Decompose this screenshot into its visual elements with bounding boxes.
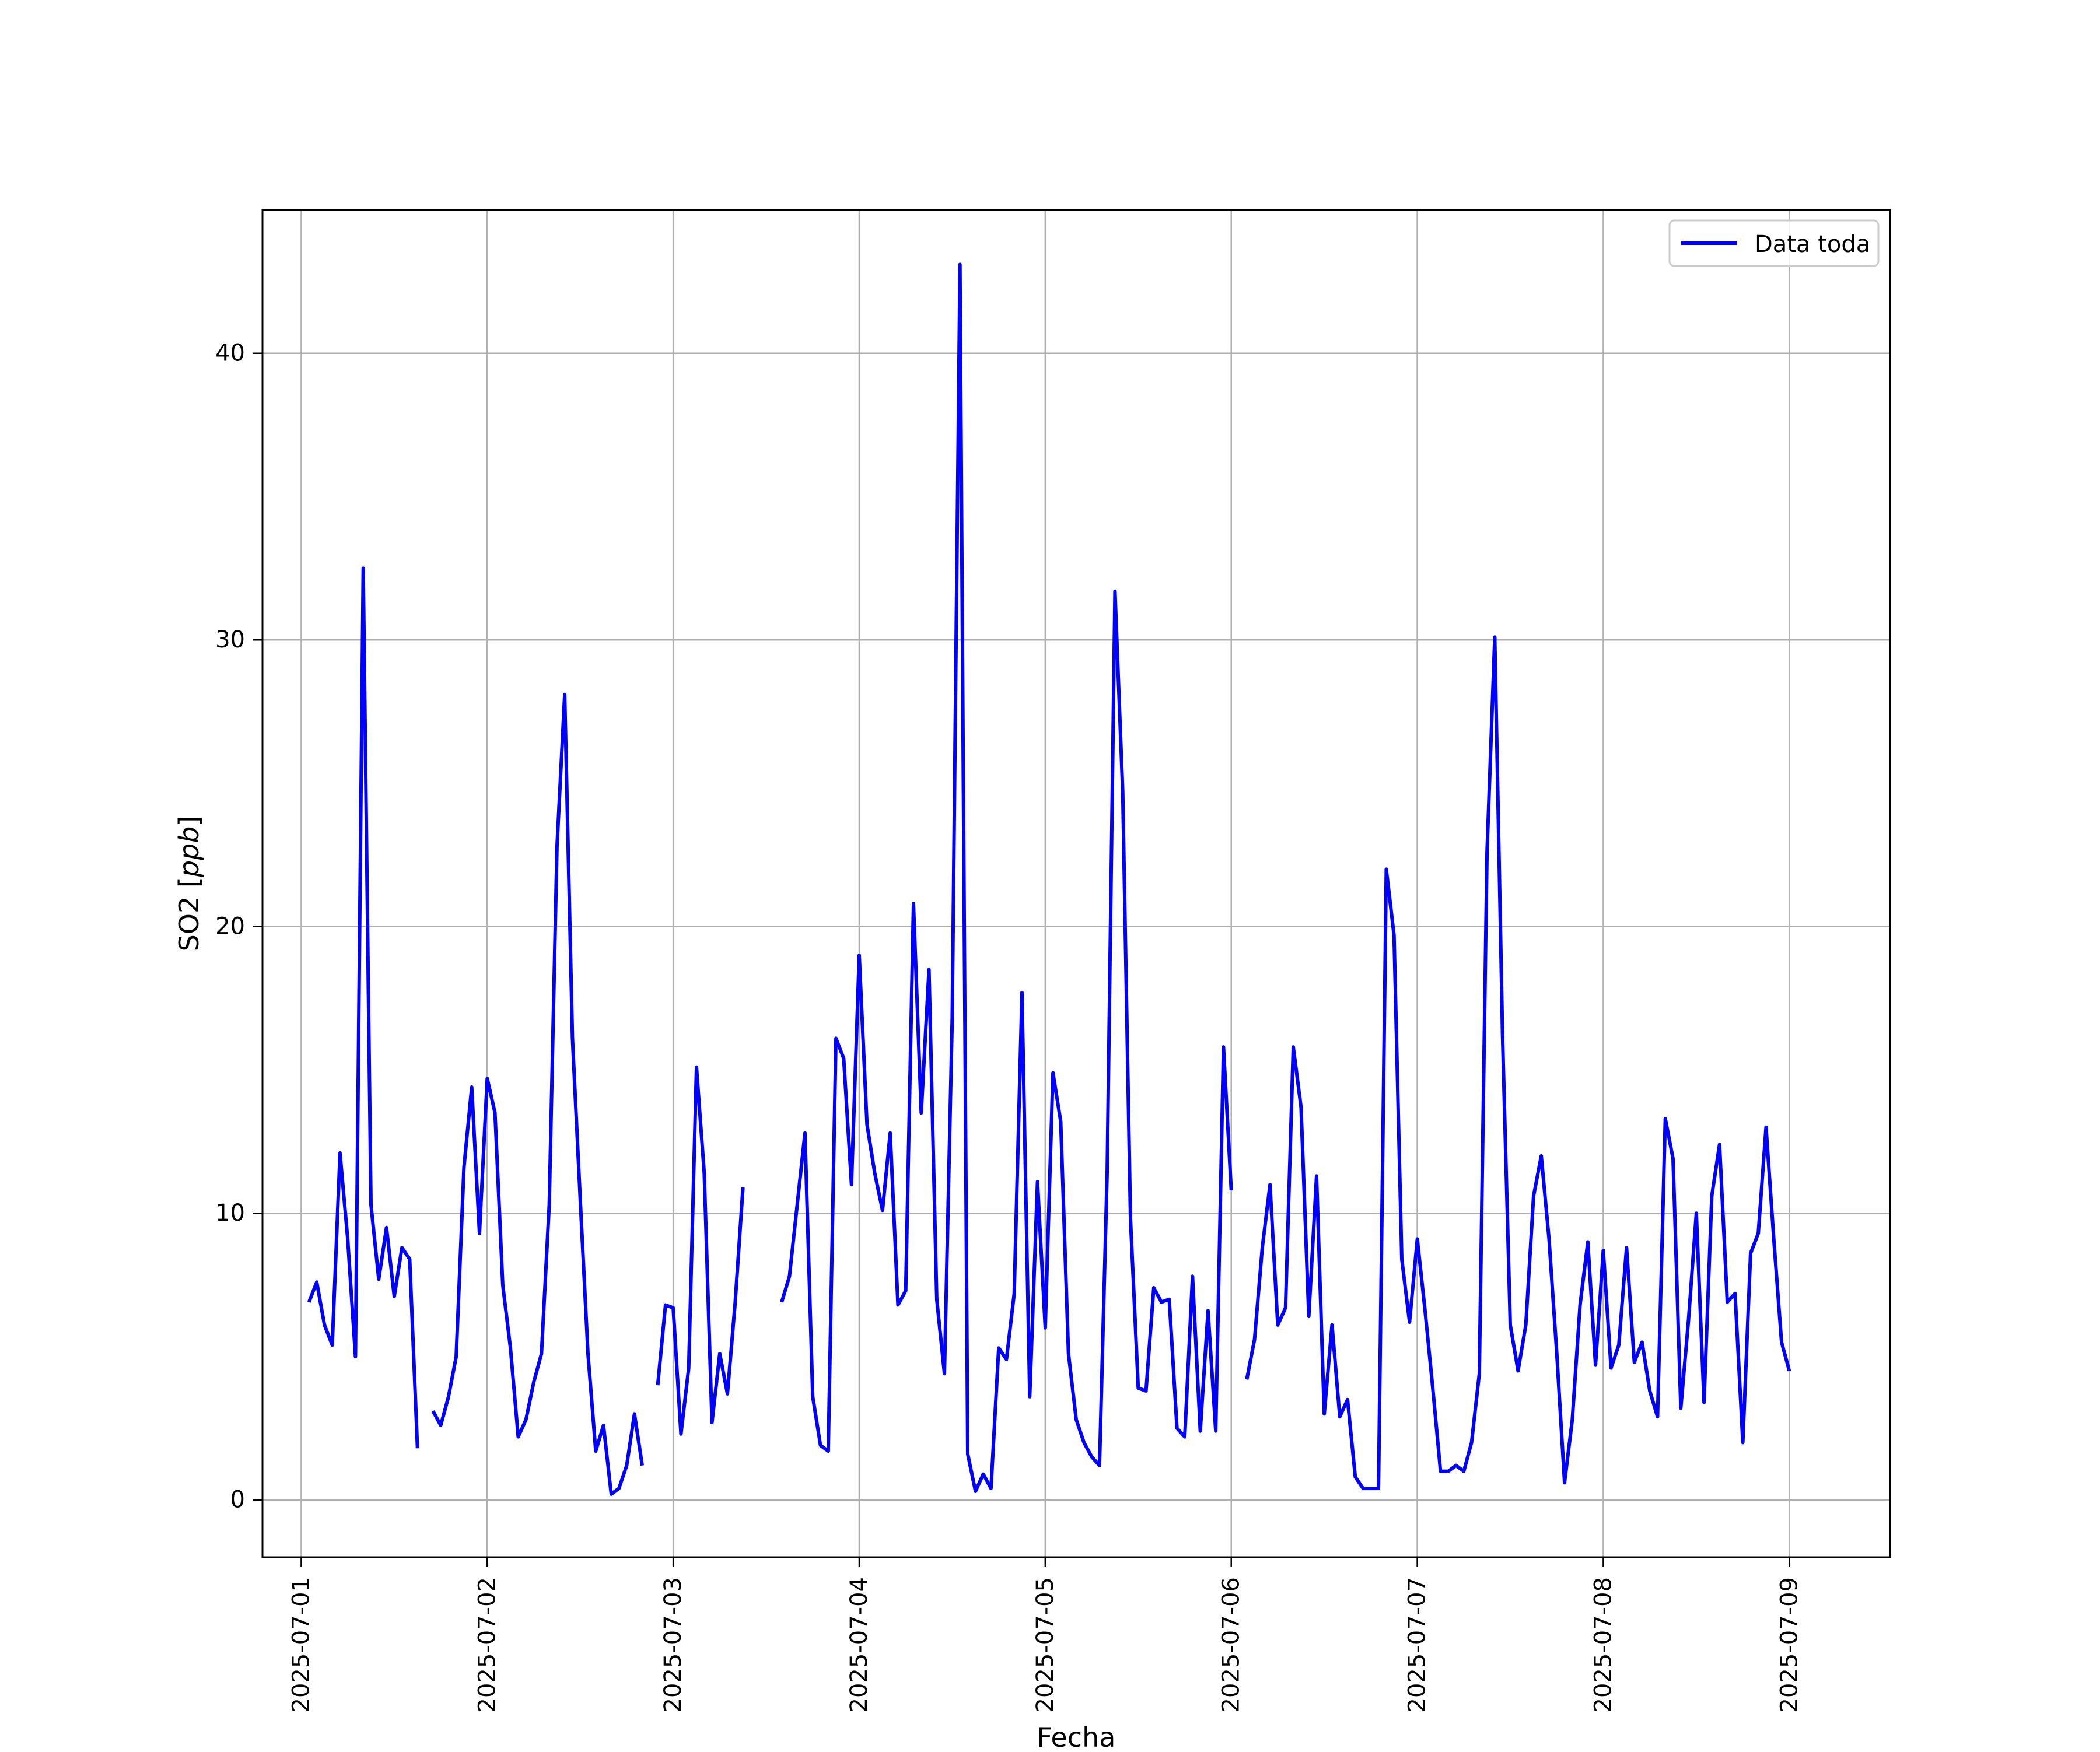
series-layer — [307, 262, 1791, 1496]
x-axis-label: Fecha — [1037, 1722, 1116, 1750]
x-tick-label: 2025-07-06 — [1218, 1577, 1245, 1712]
x-tick-label: 2025-07-04 — [846, 1577, 873, 1712]
y-axis-label: SO2 [ppb] — [173, 816, 205, 952]
plot-frame — [261, 209, 1891, 1558]
y-axis: 0 10 20 30 40 — [215, 340, 262, 1513]
y-axis-label-unit: ppb — [173, 826, 205, 878]
y-tick-label: 40 — [215, 340, 245, 367]
x-tick-label: 2025-07-07 — [1404, 1577, 1431, 1712]
legend-label: Data toda — [1755, 231, 1870, 258]
grid — [262, 210, 1890, 1557]
x-tick-label: 2025-07-01 — [288, 1577, 314, 1712]
y-axis-label-close: ] — [173, 816, 205, 826]
y-tick-label: 10 — [215, 1200, 245, 1227]
legend: Data toda — [1668, 219, 1880, 267]
series-line — [307, 262, 1791, 1496]
legend-box — [1668, 219, 1880, 267]
x-tick-label: 2025-07-02 — [474, 1577, 501, 1712]
y-tick-label: 20 — [215, 913, 245, 940]
y-tick-label: 30 — [215, 626, 245, 653]
x-tick-label: 2025-07-03 — [660, 1577, 687, 1712]
y-tick-label: 0 — [230, 1487, 245, 1513]
y-axis-label-main: SO2 [ — [173, 877, 205, 951]
x-tick-label: 2025-07-09 — [1776, 1577, 1803, 1712]
x-axis: 2025-07-01 2025-07-02 2025-07-03 2025-07-04… — [288, 1557, 1803, 1712]
x-tick-label: 2025-07-05 — [1032, 1577, 1059, 1712]
x-tick-label: 2025-07-08 — [1590, 1577, 1616, 1712]
